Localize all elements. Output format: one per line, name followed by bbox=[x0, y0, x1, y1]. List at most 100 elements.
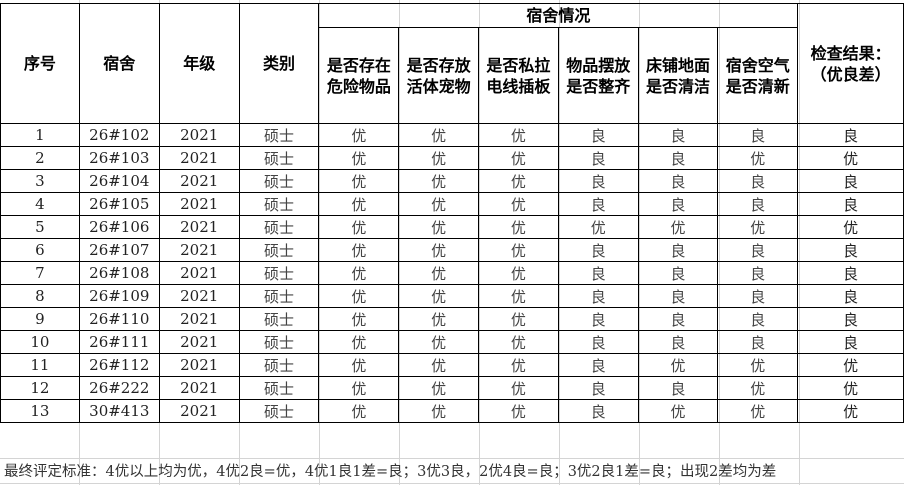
score-cell[interactable]: 优 bbox=[318, 146, 400, 170]
header-index[interactable]: 序号 bbox=[0, 3, 80, 124]
header-dorm-status[interactable]: 宿舍情况 bbox=[318, 3, 799, 28]
score-cell[interactable]: 良 bbox=[717, 123, 799, 147]
result-cell[interactable]: 良 bbox=[797, 284, 904, 308]
result-cell[interactable]: 良 bbox=[797, 238, 904, 262]
score-cell[interactable]: 良 bbox=[637, 146, 719, 170]
index-cell[interactable]: 8 bbox=[0, 284, 80, 308]
score-cell[interactable]: 良 bbox=[557, 376, 639, 400]
score-cell[interactable]: 优 bbox=[717, 353, 799, 377]
index-cell[interactable]: 11 bbox=[0, 353, 80, 377]
score-cell[interactable]: 良 bbox=[557, 192, 639, 216]
header-category[interactable]: 类别 bbox=[238, 3, 320, 124]
score-cell[interactable]: 优 bbox=[398, 169, 480, 193]
score-cell[interactable]: 良 bbox=[717, 307, 799, 331]
dorm-cell[interactable]: 26#106 bbox=[78, 215, 160, 239]
score-cell[interactable]: 优 bbox=[318, 376, 400, 400]
score-cell[interactable]: 良 bbox=[557, 169, 639, 193]
score-cell[interactable]: 优 bbox=[637, 399, 719, 423]
score-cell[interactable]: 优 bbox=[637, 215, 719, 239]
score-cell[interactable]: 优 bbox=[478, 123, 559, 147]
score-cell[interactable]: 优 bbox=[478, 192, 559, 216]
score-cell[interactable]: 良 bbox=[637, 307, 719, 331]
dorm-cell[interactable]: 26#109 bbox=[78, 284, 160, 308]
index-cell[interactable]: 12 bbox=[0, 376, 80, 400]
score-cell[interactable]: 良 bbox=[557, 146, 639, 170]
score-cell[interactable]: 良 bbox=[717, 330, 799, 354]
score-cell[interactable]: 优 bbox=[398, 123, 480, 147]
index-cell[interactable]: 3 bbox=[0, 169, 80, 193]
score-cell[interactable]: 优 bbox=[398, 376, 480, 400]
score-cell[interactable]: 优 bbox=[398, 215, 480, 239]
result-cell[interactable]: 良 bbox=[797, 307, 904, 331]
score-cell[interactable]: 良 bbox=[557, 261, 639, 285]
score-cell[interactable]: 优 bbox=[478, 146, 559, 170]
score-cell[interactable]: 良 bbox=[717, 169, 799, 193]
category-cell[interactable]: 硕士 bbox=[238, 192, 320, 216]
score-cell[interactable]: 良 bbox=[557, 399, 639, 423]
grade-cell[interactable]: 2021 bbox=[158, 123, 240, 147]
score-cell[interactable]: 优 bbox=[478, 330, 559, 354]
score-cell[interactable]: 优 bbox=[478, 284, 559, 308]
score-cell[interactable]: 优 bbox=[398, 238, 480, 262]
score-cell[interactable]: 良 bbox=[637, 376, 719, 400]
header-criterion[interactable]: 是否存在 危险物品 bbox=[318, 27, 400, 124]
category-cell[interactable]: 硕士 bbox=[238, 353, 320, 377]
grade-cell[interactable]: 2021 bbox=[158, 215, 240, 239]
score-cell[interactable]: 良 bbox=[557, 353, 639, 377]
index-cell[interactable]: 5 bbox=[0, 215, 80, 239]
score-cell[interactable]: 优 bbox=[478, 169, 559, 193]
index-cell[interactable]: 10 bbox=[0, 330, 80, 354]
result-cell[interactable]: 良 bbox=[797, 169, 904, 193]
result-cell[interactable]: 优 bbox=[797, 376, 904, 400]
score-cell[interactable]: 优 bbox=[398, 192, 480, 216]
index-cell[interactable]: 7 bbox=[0, 261, 80, 285]
dorm-cell[interactable]: 26#105 bbox=[78, 192, 160, 216]
category-cell[interactable]: 硕士 bbox=[238, 330, 320, 354]
dorm-cell[interactable]: 26#222 bbox=[78, 376, 160, 400]
score-cell[interactable]: 良 bbox=[637, 284, 719, 308]
category-cell[interactable]: 硕士 bbox=[238, 399, 320, 423]
score-cell[interactable]: 优 bbox=[478, 376, 559, 400]
dorm-cell[interactable]: 26#104 bbox=[78, 169, 160, 193]
header-criterion[interactable]: 宿舍空气 是否清新 bbox=[717, 27, 799, 124]
category-cell[interactable]: 硕士 bbox=[238, 238, 320, 262]
score-cell[interactable]: 优 bbox=[717, 146, 799, 170]
score-cell[interactable]: 优 bbox=[398, 353, 480, 377]
dorm-cell[interactable]: 26#103 bbox=[78, 146, 160, 170]
score-cell[interactable]: 良 bbox=[637, 123, 719, 147]
score-cell[interactable]: 优 bbox=[318, 192, 400, 216]
index-cell[interactable]: 9 bbox=[0, 307, 80, 331]
category-cell[interactable]: 硕士 bbox=[238, 284, 320, 308]
result-cell[interactable]: 优 bbox=[797, 215, 904, 239]
header-criterion[interactable]: 是否私拉 电线插板 bbox=[478, 27, 559, 124]
grade-cell[interactable]: 2021 bbox=[158, 169, 240, 193]
score-cell[interactable]: 良 bbox=[717, 261, 799, 285]
score-cell[interactable]: 优 bbox=[398, 307, 480, 331]
dorm-cell[interactable]: 26#111 bbox=[78, 330, 160, 354]
header-criterion[interactable]: 床铺地面 是否清洁 bbox=[637, 27, 719, 124]
score-cell[interactable]: 优 bbox=[637, 353, 719, 377]
category-cell[interactable]: 硕士 bbox=[238, 376, 320, 400]
score-cell[interactable]: 优 bbox=[717, 399, 799, 423]
score-cell[interactable]: 优 bbox=[478, 353, 559, 377]
score-cell[interactable]: 优 bbox=[398, 284, 480, 308]
header-criterion[interactable]: 是否存放 活体宠物 bbox=[398, 27, 480, 124]
score-cell[interactable]: 优 bbox=[318, 215, 400, 239]
score-cell[interactable]: 良 bbox=[637, 261, 719, 285]
header-grade[interactable]: 年级 bbox=[158, 3, 240, 124]
dorm-cell[interactable]: 26#107 bbox=[78, 238, 160, 262]
score-cell[interactable]: 优 bbox=[318, 353, 400, 377]
score-cell[interactable]: 优 bbox=[318, 307, 400, 331]
score-cell[interactable]: 优 bbox=[318, 169, 400, 193]
index-cell[interactable]: 1 bbox=[0, 123, 80, 147]
header-result[interactable]: 检查结果： （优良差） bbox=[797, 3, 904, 124]
result-cell[interactable]: 良 bbox=[797, 330, 904, 354]
score-cell[interactable]: 优 bbox=[318, 284, 400, 308]
dorm-cell[interactable]: 26#110 bbox=[78, 307, 160, 331]
result-cell[interactable]: 优 bbox=[797, 399, 904, 423]
grade-cell[interactable]: 2021 bbox=[158, 376, 240, 400]
index-cell[interactable]: 13 bbox=[0, 399, 80, 423]
grade-cell[interactable]: 2021 bbox=[158, 261, 240, 285]
grade-cell[interactable]: 2021 bbox=[158, 399, 240, 423]
score-cell[interactable]: 良 bbox=[557, 307, 639, 331]
